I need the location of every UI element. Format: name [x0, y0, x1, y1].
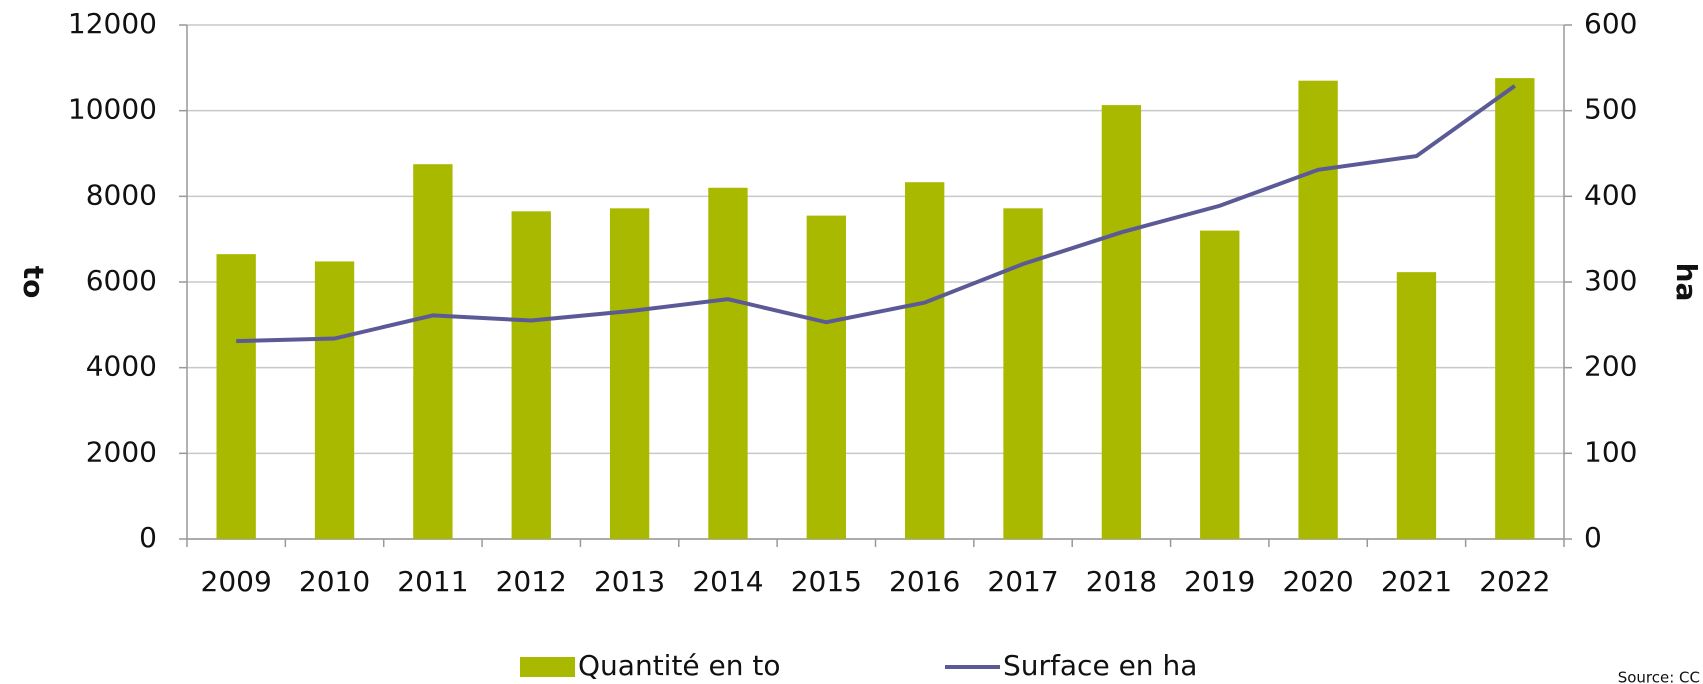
x-tick-label: 2021: [1381, 565, 1452, 598]
x-tick-label: 2013: [594, 565, 665, 598]
x-tick-label: 2014: [692, 565, 763, 598]
bar: [511, 211, 551, 539]
y2-tick-label: 100: [1584, 435, 1637, 468]
y2-tick-label: 500: [1584, 93, 1637, 126]
x-tick-label: 2017: [987, 565, 1058, 598]
bar: [1200, 230, 1240, 539]
bar: [413, 164, 453, 540]
bar: [806, 215, 846, 539]
legend-label: Quantité en to: [578, 649, 781, 682]
bar: [1298, 80, 1338, 539]
y2-tick-label: 400: [1584, 178, 1637, 211]
bar: [1495, 78, 1535, 539]
bar: [905, 182, 945, 539]
x-tick-label: 2022: [1479, 565, 1550, 598]
x-tick-label: 2009: [201, 565, 272, 598]
bar: [1101, 105, 1142, 540]
x-tick-label: 2016: [889, 565, 960, 598]
source: Source: CC: [1618, 669, 1700, 684]
y-axis-title: to: [17, 266, 50, 299]
y2-tick-label: 300: [1584, 264, 1637, 297]
bar: [216, 254, 256, 540]
y-tick-label: 6000: [86, 264, 157, 297]
y-tick-label: 10000: [68, 93, 157, 126]
y2-tick-label: 0: [1584, 521, 1602, 554]
legend-label: Surface en ha: [1003, 649, 1197, 682]
x-tick-label: 2012: [496, 565, 567, 598]
x-tick-label: 2020: [1282, 565, 1353, 598]
x-tick-label: 2015: [791, 565, 862, 598]
y-tick-label: 0: [139, 521, 157, 554]
y2-tick-label: 600: [1584, 7, 1637, 40]
y-tick-label: 4000: [86, 350, 157, 383]
x-tick-label: 2018: [1086, 565, 1157, 598]
y-tick-label: 2000: [86, 435, 157, 468]
x-tick-label: 2011: [397, 565, 468, 598]
x-tick-label: 2019: [1184, 565, 1255, 598]
legend-swatch: [520, 657, 575, 677]
bar: [1396, 272, 1437, 539]
y-tick-label: 12000: [68, 7, 157, 40]
y2-tick-label: 200: [1584, 350, 1637, 383]
bar: [314, 261, 355, 539]
bar: [609, 208, 650, 539]
bar: [708, 187, 748, 539]
line: [236, 84, 1516, 344]
y-tick-label: 8000: [86, 178, 157, 211]
x-tick-label: 2010: [299, 565, 370, 598]
y2-axis-title: ha: [1670, 263, 1703, 302]
